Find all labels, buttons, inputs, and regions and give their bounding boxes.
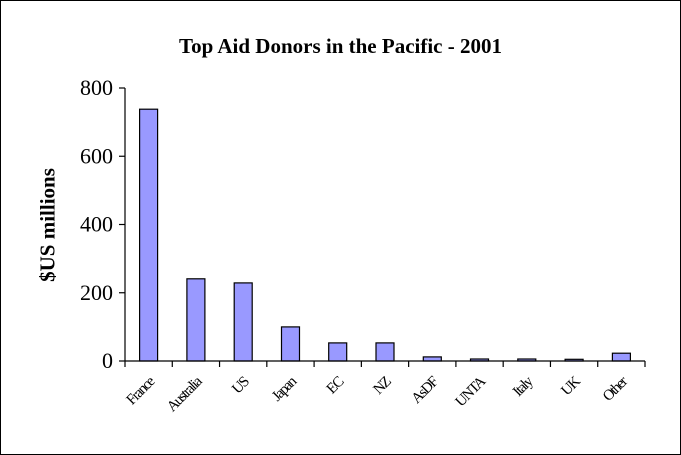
bar-australia	[186, 278, 206, 362]
y-tick-label: 0	[102, 348, 113, 373]
x-tick-label: EC	[324, 373, 348, 397]
axes-group	[119, 87, 646, 367]
x-tick-label: France	[124, 373, 159, 408]
bar-us	[233, 282, 253, 362]
bar-japan	[280, 326, 301, 362]
x-tick-label: Australia	[164, 373, 206, 415]
x-tick-label: Italy	[510, 373, 537, 400]
x-tick-label: AsDF	[409, 374, 442, 407]
bars-group	[139, 108, 632, 362]
x-tick-label: Other	[600, 373, 631, 404]
bar-nz	[375, 342, 395, 362]
x-tick-label: Japan	[269, 373, 301, 405]
labels-group: 0 200 400 600 800 France Australia US Japan EC NZ A…	[80, 75, 631, 415]
bar-asdf	[422, 356, 442, 362]
y-tick-label: 400	[80, 212, 113, 237]
chart-title: Top Aid Donors in the Pacific - 2001	[179, 34, 502, 58]
bar-france	[139, 108, 159, 362]
x-tick-label: UK	[558, 373, 584, 399]
x-tick-label: NZ	[370, 374, 394, 398]
x-tick-label: US	[229, 374, 253, 398]
y-tick-label: 200	[80, 280, 113, 305]
y-tick-label: 600	[80, 143, 113, 168]
x-tick-label: UNTA	[453, 373, 490, 410]
y-tick-label: 800	[80, 75, 113, 100]
bar-ec	[328, 342, 348, 362]
bar-other	[611, 352, 632, 362]
